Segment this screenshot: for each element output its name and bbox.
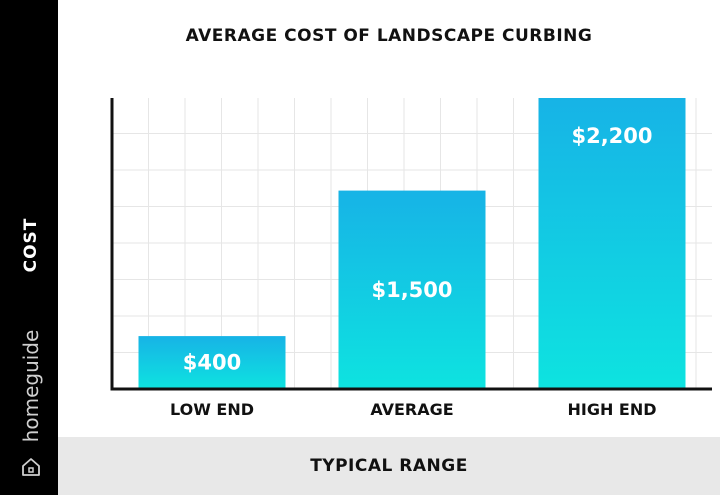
x-axis-label: TYPICAL RANGE — [310, 456, 468, 476]
house-icon — [22, 458, 40, 476]
bar-high-end — [538, 98, 686, 389]
chart-title: AVERAGE COST OF LANDSCAPE CURBING — [185, 26, 593, 46]
bar-value-label: $400 — [183, 351, 241, 375]
bar-low-end — [138, 336, 286, 389]
bar-average — [338, 190, 486, 389]
sidebar: COST homeguide — [0, 0, 58, 495]
plot-area: $400 $1,500 $2,200 — [110, 98, 712, 391]
x-axis-band: TYPICAL RANGE — [58, 437, 720, 495]
x-tick-label: HIGH END — [567, 400, 657, 419]
x-tick-label: AVERAGE — [370, 400, 454, 419]
bar-value-label: $2,200 — [571, 124, 652, 148]
bar-value-label: $1,500 — [371, 278, 452, 302]
x-tick-label: LOW END — [169, 400, 255, 419]
